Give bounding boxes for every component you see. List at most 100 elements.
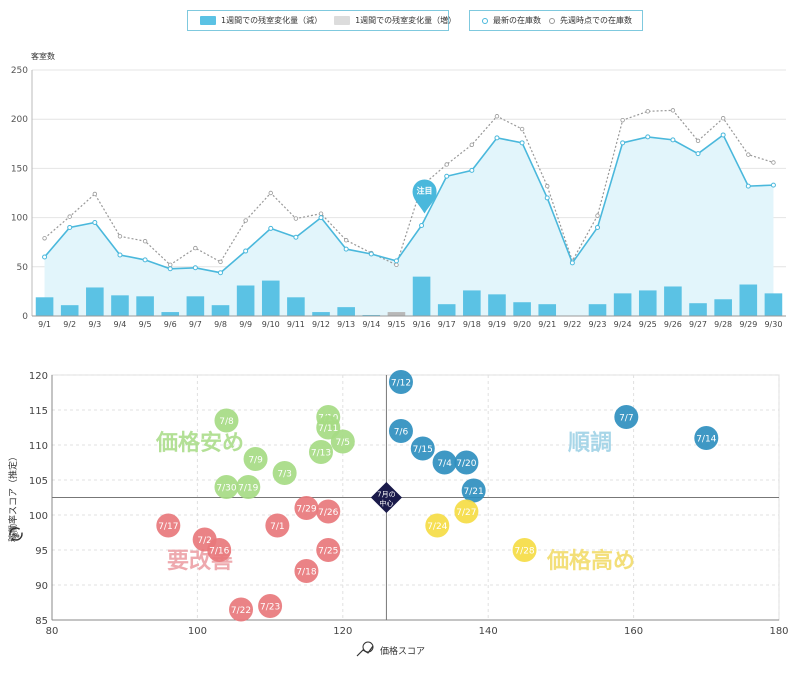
point-marker[interactable] [388, 419, 413, 443]
latest-point[interactable] [695, 151, 701, 157]
bar-decrease[interactable] [86, 287, 104, 316]
bar-decrease[interactable] [111, 295, 129, 316]
point-marker[interactable] [294, 496, 319, 520]
prev-point[interactable] [695, 138, 701, 144]
point-marker[interactable] [243, 447, 268, 471]
scatter-point[interactable]: 7/11 [316, 415, 341, 440]
bar-decrease[interactable] [211, 305, 230, 316]
point-marker[interactable] [207, 538, 232, 562]
bar-decrease[interactable] [287, 297, 305, 316]
prev-point[interactable] [117, 234, 123, 239]
point-marker[interactable] [454, 450, 479, 475]
scatter-point[interactable]: 7/24 [425, 513, 450, 538]
legend-item-latest[interactable]: 最新の在庫数 [482, 15, 541, 26]
latest-point[interactable] [67, 224, 73, 230]
latest-point[interactable] [745, 183, 751, 189]
latest-point[interactable] [293, 234, 299, 240]
point-marker[interactable] [316, 538, 341, 562]
latest-point[interactable] [670, 137, 676, 143]
point-marker[interactable] [316, 499, 341, 524]
bar-decrease[interactable] [136, 296, 154, 316]
latest-point[interactable] [42, 254, 48, 260]
latest-point[interactable] [92, 220, 98, 226]
prev-point[interactable] [771, 160, 776, 165]
bar-decrease[interactable] [588, 304, 607, 316]
latest-point[interactable] [645, 134, 651, 140]
bar-decrease[interactable] [236, 285, 255, 316]
point-marker[interactable] [294, 559, 319, 583]
latest-point[interactable] [142, 257, 148, 263]
scatter-point[interactable]: 7/26 [316, 499, 341, 524]
point-marker[interactable] [454, 499, 479, 524]
prev-point[interactable] [746, 152, 751, 157]
prev-point[interactable] [545, 183, 550, 189]
scatter-point[interactable]: 7/19 [236, 475, 261, 499]
latest-point[interactable] [419, 222, 425, 228]
prev-point[interactable] [720, 116, 726, 121]
scatter-point[interactable]: 7/23 [258, 594, 283, 618]
latest-point[interactable] [343, 246, 349, 252]
latest-point[interactable] [368, 251, 374, 257]
bar-decrease[interactable] [337, 307, 355, 316]
prev-point[interactable] [645, 109, 650, 114]
scatter-point[interactable]: 7/20 [454, 450, 479, 475]
point-marker[interactable] [461, 478, 486, 503]
bar-decrease[interactable] [513, 302, 531, 316]
prev-point[interactable] [218, 259, 223, 265]
point-marker[interactable] [214, 475, 239, 499]
prev-point[interactable] [142, 239, 148, 244]
point-marker[interactable] [410, 436, 435, 461]
prev-point[interactable] [92, 191, 98, 197]
scatter-point[interactable]: 7/25 [316, 538, 341, 562]
bar-decrease[interactable] [437, 304, 456, 316]
scatter-point[interactable]: 7/6 [388, 419, 413, 443]
scatter-point[interactable]: 7/21 [461, 478, 486, 503]
bar-decrease[interactable] [613, 293, 632, 316]
prev-point[interactable] [595, 213, 600, 218]
prev-point[interactable] [343, 238, 349, 243]
bar-decrease[interactable] [488, 294, 506, 316]
bar-decrease[interactable] [538, 304, 557, 316]
scatter-point[interactable]: 7/16 [207, 538, 232, 562]
point-marker[interactable] [308, 440, 333, 464]
prev-point[interactable] [268, 190, 273, 196]
point-marker[interactable] [388, 370, 413, 394]
point-marker[interactable] [614, 405, 639, 429]
prev-point[interactable] [42, 236, 47, 241]
point-marker[interactable] [265, 513, 290, 538]
scatter-point[interactable]: 7/22 [229, 597, 254, 622]
latest-point[interactable] [770, 182, 776, 188]
bar-decrease[interactable] [161, 312, 180, 316]
scatter-point[interactable]: 7/29 [294, 496, 319, 520]
prev-point[interactable] [469, 142, 475, 147]
bar-decrease[interactable] [764, 293, 783, 316]
legend-item-prev[interactable]: 先週時点での在庫数 [549, 15, 632, 26]
scatter-point[interactable]: 7/12 [388, 370, 413, 394]
scatter-point[interactable]: 7/17 [156, 513, 181, 538]
point-marker[interactable] [512, 538, 537, 562]
latest-point[interactable] [595, 224, 600, 230]
bar-decrease[interactable] [689, 303, 707, 316]
latest-point[interactable] [469, 167, 475, 173]
latest-point[interactable] [444, 173, 450, 179]
latest-point[interactable] [494, 135, 500, 141]
scatter-point[interactable]: 7/30 [214, 475, 239, 499]
latest-point[interactable] [544, 195, 550, 201]
prev-point[interactable] [293, 216, 299, 221]
point-marker[interactable] [258, 594, 283, 618]
bar-decrease[interactable] [312, 312, 330, 316]
point-marker[interactable] [272, 461, 297, 485]
latest-point[interactable] [243, 248, 249, 254]
scatter-point[interactable]: 7/9 [243, 447, 268, 471]
prev-point[interactable] [519, 126, 525, 132]
latest-point[interactable] [720, 132, 726, 138]
latest-point[interactable] [117, 252, 123, 258]
bar-decrease[interactable] [60, 305, 79, 316]
latest-point[interactable] [519, 140, 525, 146]
scatter-point[interactable]: 7/14 [694, 426, 719, 450]
bar-decrease[interactable] [261, 280, 280, 316]
scatter-point[interactable]: 7/4 [432, 450, 457, 475]
prev-point[interactable] [620, 117, 625, 123]
point-marker[interactable] [229, 597, 254, 622]
